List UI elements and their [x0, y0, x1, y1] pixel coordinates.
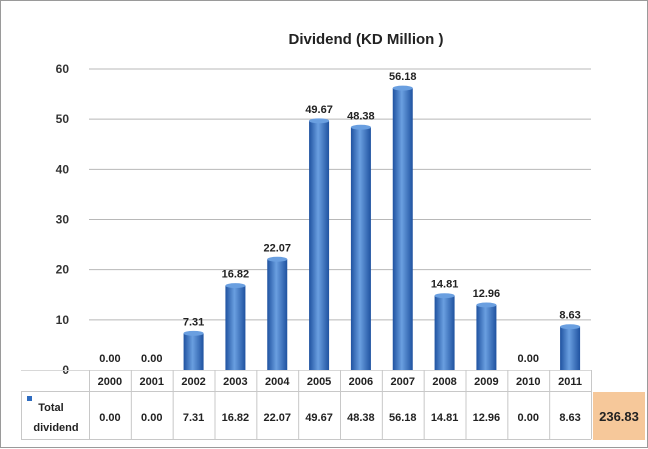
data-label-2010: 0.00 [518, 353, 539, 365]
table-col-divider [465, 370, 467, 439]
gridlines [89, 68, 591, 321]
table-cell-2002: 7.31 [183, 412, 204, 424]
table-col-divider [507, 370, 509, 439]
bar-top-2002 [183, 330, 204, 336]
table-col-divider [256, 370, 258, 439]
y-tick-label: 10 [56, 313, 70, 327]
table-cell-2008: 14.81 [431, 412, 459, 424]
bar-2004 [267, 259, 288, 370]
bar-2009 [476, 304, 497, 370]
bar-2005 [309, 120, 330, 370]
bar-2008 [434, 295, 455, 370]
x-tick-label-2008: 2008 [432, 376, 456, 388]
table-cell-2000: 0.00 [99, 412, 120, 424]
bar-2011 [560, 326, 581, 370]
table-col-divider [423, 370, 425, 439]
data-label-2003: 16.82 [222, 269, 250, 281]
bar-2002 [183, 333, 204, 370]
table-row-divider [21, 391, 591, 392]
bar-top-2008 [434, 293, 455, 299]
data-label-2011: 8.63 [559, 310, 580, 322]
total-box [593, 392, 645, 440]
bar-2007 [392, 88, 413, 370]
table-cell-2009: 12.96 [473, 412, 501, 424]
table-left-border [21, 391, 22, 439]
bar-top-2003 [225, 283, 246, 289]
bar-top-2004 [267, 256, 288, 262]
table-cell-2004: 22.07 [263, 412, 291, 424]
y-tick-label: 20 [56, 263, 70, 277]
data-label-2004: 22.07 [263, 242, 291, 254]
data-labels: 0.00 0.00 7.31 16.82 22.07 49.67 48.38 56.18 14.… [99, 71, 581, 365]
table-col-divider [340, 370, 341, 439]
x-tick-label-2010: 2010 [516, 376, 540, 388]
table-top-border [21, 370, 591, 371]
data-label-2001: 0.00 [141, 353, 162, 365]
x-tick-label-2002: 2002 [181, 376, 205, 388]
table-col-divider [172, 370, 174, 439]
y-axis-tick-labels: 0102030405060 [56, 62, 70, 377]
y-tick-label: 60 [56, 62, 70, 76]
table-cell-2011: 8.63 [559, 412, 580, 424]
bar-top-2009 [476, 302, 497, 308]
bar-2006 [350, 127, 371, 370]
data-label-2007: 56.18 [389, 71, 417, 83]
y-tick-label: 50 [56, 112, 70, 126]
x-tick-label-2004: 2004 [265, 376, 290, 388]
table-cell-2005: 49.67 [305, 412, 333, 424]
x-tick-label-2009: 2009 [474, 376, 498, 388]
table-bottom-border [21, 439, 591, 440]
bar-2003 [225, 285, 246, 370]
x-tick-label-2000: 2000 [98, 376, 122, 388]
bars [183, 85, 581, 370]
bar-top-2007 [392, 85, 413, 91]
data-table: Total dividend 2000 0.00 2001 0.00 2002 7.31 2… [21, 370, 645, 440]
legend-label-line2: dividend [33, 422, 78, 434]
bar-top-2011 [560, 324, 581, 330]
data-label-2002: 7.31 [183, 316, 204, 328]
x-tick-label-2006: 2006 [349, 376, 373, 388]
x-tick-label-2003: 2003 [223, 376, 247, 388]
table-col-divider [130, 370, 132, 439]
data-label-2006: 48.38 [347, 110, 375, 122]
bar-top-2005 [309, 118, 330, 124]
table-cell-2010: 0.00 [518, 412, 539, 424]
table-cell-2001: 0.00 [141, 412, 162, 424]
data-label-2008: 14.81 [431, 279, 459, 291]
y-tick-label: 30 [56, 213, 70, 227]
data-label-2009: 12.96 [473, 288, 501, 300]
legend-label-line1: Total [38, 402, 63, 414]
data-label-2000: 0.00 [99, 353, 120, 365]
table-col-divider [381, 370, 383, 439]
table-col-divider [298, 370, 300, 439]
x-tick-label-2011: 2011 [558, 376, 582, 388]
chart-title: Dividend (KD Million ) [289, 31, 444, 48]
table-cell-2007: 56.18 [389, 412, 417, 424]
bar-top-2006 [350, 124, 371, 130]
x-tick-label-2001: 2001 [140, 376, 164, 388]
table-col-divider [214, 370, 216, 439]
table-cell-2006: 48.38 [347, 412, 375, 424]
table-cell-2003: 16.82 [222, 412, 250, 424]
table-right-border [591, 370, 592, 439]
data-label-2005: 49.67 [305, 104, 333, 116]
y-tick-label: 40 [56, 162, 70, 176]
table-col-divider [549, 370, 551, 439]
x-tick-label-2007: 2007 [391, 376, 415, 388]
total-value: 236.83 [599, 409, 639, 424]
legend-marker [27, 396, 32, 401]
x-tick-label-2005: 2005 [307, 376, 331, 388]
table-col-divider [89, 370, 90, 439]
